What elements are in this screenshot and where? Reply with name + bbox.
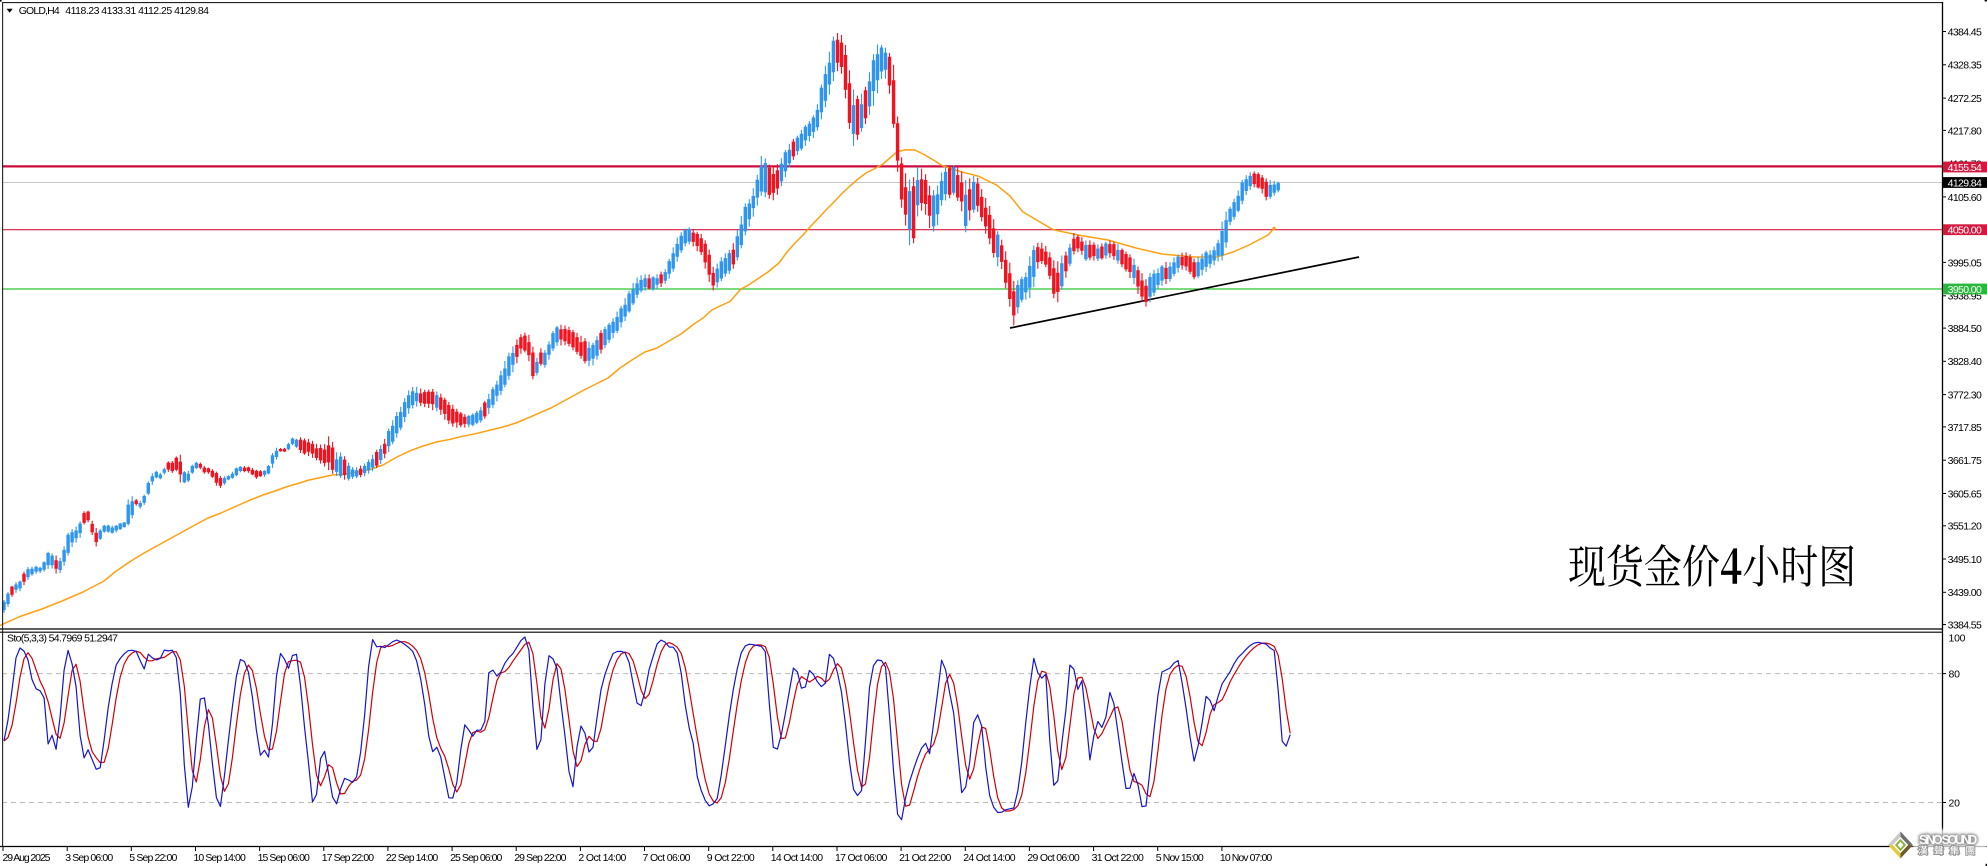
svg-text:3717.85: 3717.85 bbox=[1948, 422, 1982, 434]
svg-text:3950.00: 3950.00 bbox=[1948, 284, 1982, 296]
svg-text:3995.05: 3995.05 bbox=[1948, 257, 1982, 269]
svg-text:5 Nov 15:00: 5 Nov 15:00 bbox=[1156, 852, 1204, 864]
svg-text:4105.60: 4105.60 bbox=[1948, 192, 1982, 204]
svg-text:3 Sep 06:00: 3 Sep 06:00 bbox=[65, 852, 113, 864]
svg-text:7 Oct 06:00: 7 Oct 06:00 bbox=[643, 852, 691, 864]
svg-text:SiNO SOUND: SiNO SOUND bbox=[1919, 833, 1977, 847]
svg-text:17 Sep 22:00: 17 Sep 22:00 bbox=[322, 852, 374, 864]
svg-text:20: 20 bbox=[1949, 797, 1961, 809]
svg-text:100: 100 bbox=[1949, 632, 1966, 644]
svg-text:3772.30: 3772.30 bbox=[1948, 390, 1982, 402]
svg-text:29 Oct 06:00: 29 Oct 06:00 bbox=[1027, 852, 1079, 864]
svg-text:3439.00: 3439.00 bbox=[1948, 587, 1982, 599]
svg-text:4272.25: 4272.25 bbox=[1948, 93, 1982, 105]
svg-text:GOLD,H4: GOLD,H4 bbox=[19, 5, 60, 17]
svg-text:31 Oct 22:00: 31 Oct 22:00 bbox=[1092, 852, 1144, 864]
svg-text:14 Oct 14:00: 14 Oct 14:00 bbox=[771, 852, 823, 864]
svg-text:SiNO SOUND: SiNO SOUND bbox=[1919, 833, 1977, 847]
svg-text:29 Aug 2025: 29 Aug 2025 bbox=[3, 852, 51, 864]
svg-text:10 Nov 07:00: 10 Nov 07:00 bbox=[1220, 852, 1272, 864]
svg-text:3495.10: 3495.10 bbox=[1948, 554, 1982, 566]
svg-text:4328.35: 4328.35 bbox=[1948, 60, 1982, 72]
svg-text:2 Oct 14:00: 2 Oct 14:00 bbox=[578, 852, 626, 864]
svg-text:4217.80: 4217.80 bbox=[1948, 125, 1982, 137]
svg-text:3828.40: 3828.40 bbox=[1948, 356, 1982, 368]
svg-text:15 Sep 06:00: 15 Sep 06:00 bbox=[258, 852, 310, 864]
svg-text:4050.00: 4050.00 bbox=[1948, 225, 1982, 237]
svg-text:4118.23 4133.31 4112.25 4129.8: 4118.23 4133.31 4112.25 4129.84 bbox=[65, 5, 209, 17]
svg-text:3884.50: 3884.50 bbox=[1948, 323, 1982, 335]
svg-text:4155.54: 4155.54 bbox=[1948, 162, 1982, 174]
svg-text:29 Sep 22:00: 29 Sep 22:00 bbox=[514, 852, 566, 864]
svg-text:4384.45: 4384.45 bbox=[1948, 26, 1982, 38]
svg-text:3551.20: 3551.20 bbox=[1948, 521, 1982, 533]
svg-text:80: 80 bbox=[1949, 669, 1961, 681]
svg-text:3384.55: 3384.55 bbox=[1948, 620, 1982, 632]
svg-text:4129.84: 4129.84 bbox=[1948, 177, 1982, 189]
svg-text:24 Oct 14:00: 24 Oct 14:00 bbox=[963, 852, 1015, 864]
svg-text:10 Sep 14:00: 10 Sep 14:00 bbox=[194, 852, 246, 864]
svg-text:22 Sep 14:00: 22 Sep 14:00 bbox=[386, 852, 438, 864]
svg-text:17 Oct 06:00: 17 Oct 06:00 bbox=[835, 852, 887, 864]
svg-text:25 Sep 06:00: 25 Sep 06:00 bbox=[450, 852, 502, 864]
svg-text:Sto(5,3,3) 54.7969 51.2947: Sto(5,3,3) 54.7969 51.2947 bbox=[7, 633, 118, 645]
svg-text:21 Oct 22:00: 21 Oct 22:00 bbox=[899, 852, 951, 864]
svg-text:3661.75: 3661.75 bbox=[1948, 455, 1982, 467]
svg-text:3605.65: 3605.65 bbox=[1948, 488, 1982, 500]
svg-text:9 Oct 22:00: 9 Oct 22:00 bbox=[707, 852, 755, 864]
svg-text:5 Sep 22:00: 5 Sep 22:00 bbox=[129, 852, 177, 864]
